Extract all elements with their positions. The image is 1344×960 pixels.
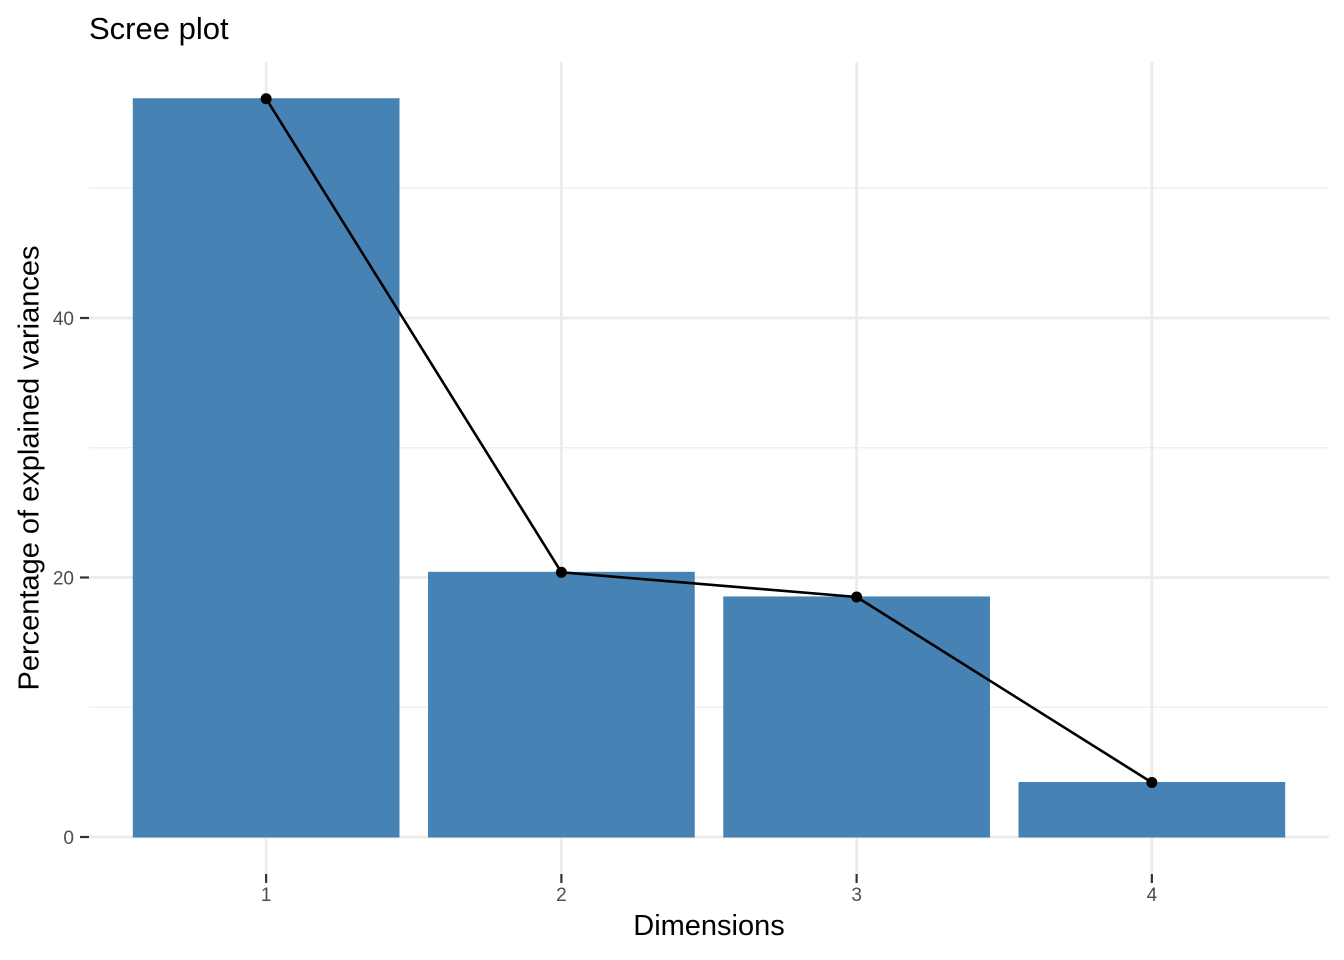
x-axis-tick-label: 3: [851, 885, 862, 906]
bar-dim-4: [1018, 782, 1286, 838]
scree-point-dim-1: [260, 93, 272, 105]
x-axis-tick-label: 1: [261, 885, 272, 906]
bar-dim-1: [132, 98, 400, 838]
scree-line: [264, 97, 1154, 784]
x-axis-tick-label: 4: [1147, 885, 1158, 906]
scree-point-dim-4: [1146, 777, 1158, 789]
x-axis-title: Dimensions: [633, 910, 785, 942]
y-axis-tick-label: 20: [53, 569, 74, 590]
bar-dim-2: [428, 571, 695, 838]
bar-dim-3: [723, 596, 990, 838]
scree-point-dim-2: [555, 566, 567, 578]
scree-point-dim-3: [851, 591, 863, 603]
x-axis-tick-label: 2: [556, 885, 567, 906]
y-axis-tick-label: 0: [63, 828, 74, 849]
plot-title: Scree plot: [89, 11, 229, 46]
y-axis-tick-label: 40: [53, 309, 74, 330]
